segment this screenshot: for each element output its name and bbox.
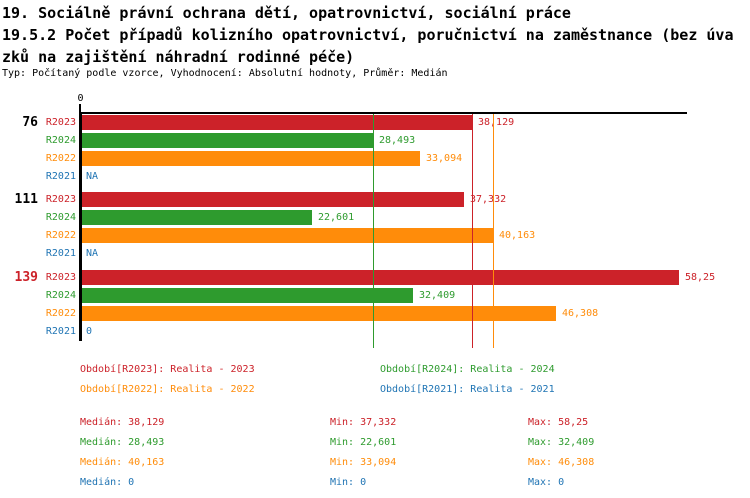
bar-r2022-group-111 (82, 228, 493, 243)
legend-item-r2024: Období[R2024]: Realita - 2024 (380, 364, 555, 375)
page-title-line-1: 19. Sociálně právní ochrana dětí, opatro… (2, 4, 571, 22)
value-label: 38,129 (478, 117, 515, 128)
legend-item-r2021: Období[R2021]: Realita - 2021 (380, 384, 555, 395)
stat-max-r2021: Max: 0 (528, 477, 565, 488)
page-title-line-3: zků na zajištění náhradní rodinné péče) (2, 48, 355, 66)
stat-median-r2024: Medián: 28,493 (80, 437, 165, 448)
median-line-r2022 (493, 113, 494, 348)
series-row-label: R2022 (45, 230, 76, 241)
value-label: 0 (86, 326, 93, 337)
stat-min-r2022: Min: 33,094 (330, 457, 397, 468)
bar-r2022-group-76 (82, 151, 420, 166)
series-row-label: R2024 (45, 212, 76, 223)
series-row-label: R2021 (45, 248, 76, 259)
group-label: 76 (22, 115, 38, 130)
axis-origin-tick (79, 104, 81, 113)
series-row-label: R2021 (45, 171, 76, 182)
value-label: NA (86, 171, 99, 182)
series-row-label: R2024 (45, 290, 76, 301)
series-row-label: R2024 (45, 135, 76, 146)
value-label: 46,308 (562, 308, 599, 319)
value-label: 40,163 (499, 230, 536, 241)
series-row-label: R2023 (45, 272, 76, 283)
value-label: 33,094 (426, 153, 463, 164)
bar-r2023-group-76 (82, 115, 472, 130)
value-label: 32,409 (419, 290, 456, 301)
stat-max-r2023: Max: 58,25 (528, 417, 589, 428)
value-label: NA (86, 248, 99, 259)
bar-r2024-group-111 (82, 210, 312, 225)
bar-r2024-group-139 (82, 288, 413, 303)
median-line-r2024 (373, 113, 374, 348)
value-axis-origin-label: 0 (77, 93, 84, 104)
value-label: 58,25 (685, 272, 716, 283)
series-row-label: R2023 (45, 117, 76, 128)
bar-r2022-group-139 (82, 306, 556, 321)
stat-min-r2024: Min: 22,601 (330, 437, 397, 448)
series-row-label: R2021 (45, 326, 76, 337)
stat-max-r2022: Max: 46,308 (528, 457, 595, 468)
legend-item-r2022: Období[R2022]: Realita - 2022 (80, 384, 255, 395)
bar-r2024-group-76 (82, 133, 373, 148)
stat-min-r2021: Min: 0 (330, 477, 367, 488)
bar-r2023-group-111 (82, 192, 464, 207)
value-label: 22,601 (318, 212, 355, 223)
stat-median-r2023: Medián: 38,129 (80, 417, 165, 428)
series-row-label: R2022 (45, 153, 76, 164)
chart-meta-info: Typ: Počítaný podle vzorce, Vyhodnocení:… (2, 68, 448, 79)
median-line-r2023 (472, 113, 473, 348)
stat-max-r2024: Max: 32,409 (528, 437, 595, 448)
group-label: 139 (14, 270, 38, 285)
stat-median-r2021: Medián: 0 (80, 477, 135, 488)
value-axis-line (79, 112, 687, 114)
bar-r2023-group-139 (82, 270, 679, 285)
stat-min-r2023: Min: 37,332 (330, 417, 397, 428)
series-row-label: R2022 (45, 308, 76, 319)
series-row-label: R2023 (45, 194, 76, 205)
page-title-line-2: 19.5.2 Počet případů kolizního opatrovni… (2, 26, 734, 44)
stat-median-r2022: Medián: 40,163 (80, 457, 165, 468)
category-axis-line (79, 112, 82, 341)
legend-item-r2023: Období[R2023]: Realita - 2023 (80, 364, 255, 375)
value-label: 28,493 (379, 135, 416, 146)
group-label: 111 (14, 192, 38, 207)
value-label: 37,332 (470, 194, 507, 205)
